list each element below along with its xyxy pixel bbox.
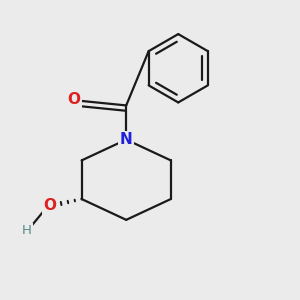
Text: H: H (22, 224, 32, 237)
Text: O: O (43, 198, 56, 213)
Text: N: N (120, 132, 133, 147)
Text: O: O (68, 92, 81, 107)
